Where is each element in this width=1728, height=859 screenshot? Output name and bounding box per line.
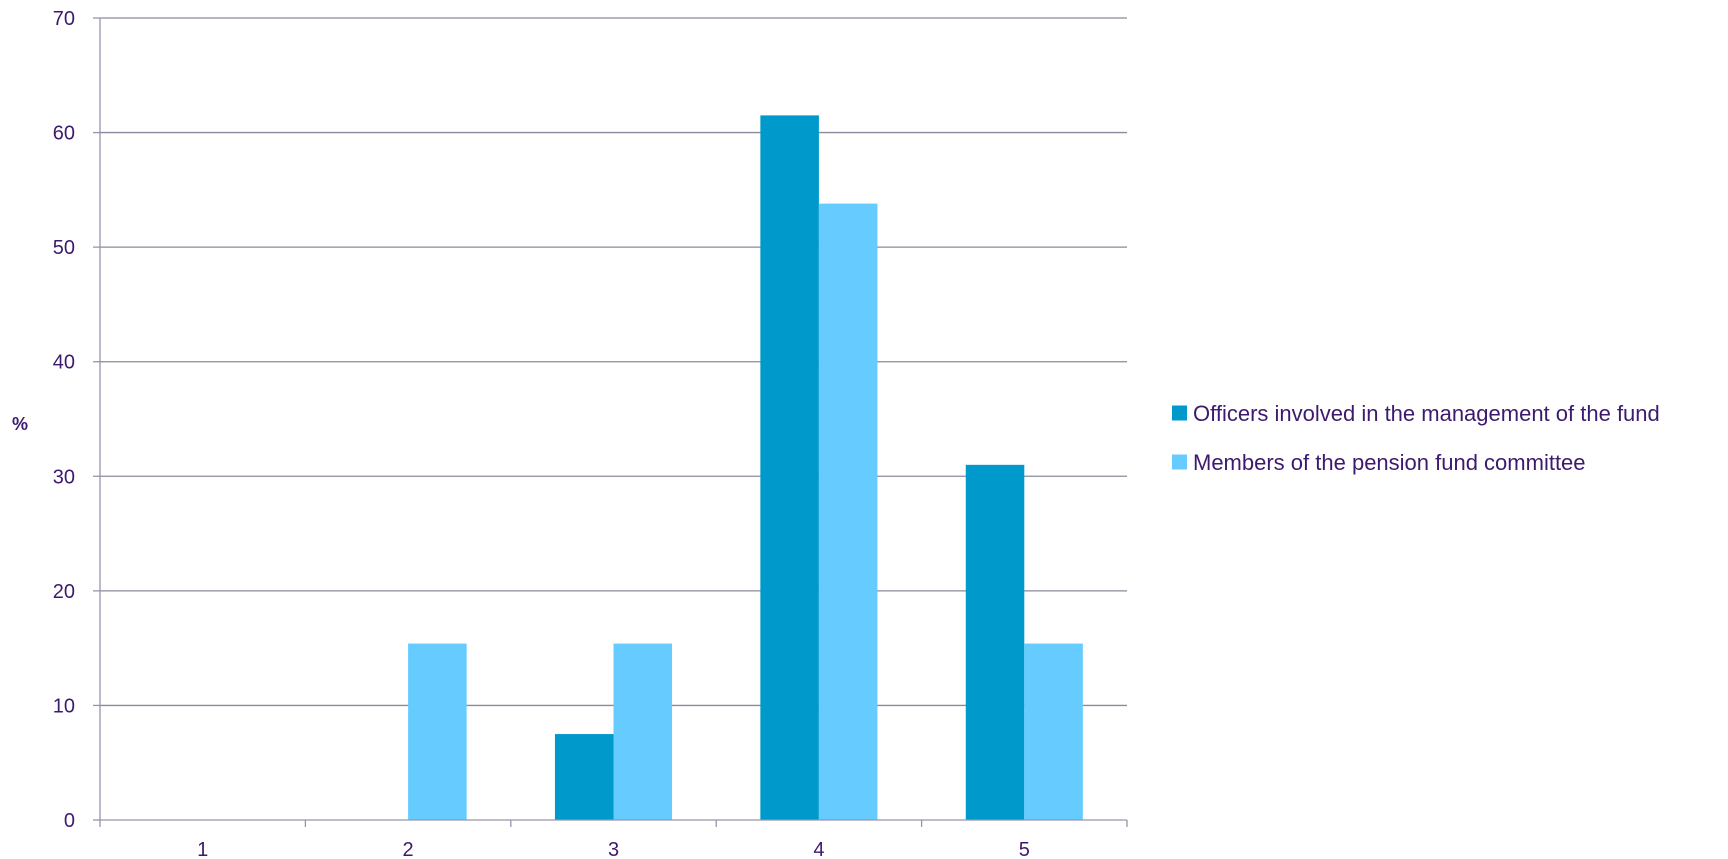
legend-swatch bbox=[1172, 454, 1187, 470]
y-tick-label: 20 bbox=[53, 581, 75, 603]
x-tick-label: 1 bbox=[197, 839, 208, 859]
y-tick-label: 10 bbox=[53, 695, 75, 717]
legend-label: Officers involved in the management of t… bbox=[1193, 401, 1660, 426]
bar-members-2 bbox=[408, 643, 467, 820]
bar-members-4 bbox=[818, 203, 878, 820]
legend-label: Members of the pension fund committee bbox=[1193, 450, 1586, 475]
x-tick-label: 3 bbox=[608, 839, 619, 859]
bar-officers-3 bbox=[554, 734, 614, 820]
y-axis-label: % bbox=[12, 414, 28, 434]
x-tick-label: 5 bbox=[1019, 839, 1030, 859]
y-tick-label: 50 bbox=[53, 237, 75, 259]
y-tick-label: 70 bbox=[53, 8, 75, 30]
gridlines bbox=[100, 17, 1127, 707]
x-tick-label: 2 bbox=[403, 839, 414, 859]
axes: 0 10 20 30 40 50 60 70 1 2 3 4 5 bbox=[53, 8, 1128, 859]
bar-members-5 bbox=[1024, 643, 1083, 820]
bar-members-3 bbox=[613, 643, 673, 820]
y-tick-label: 60 bbox=[53, 123, 75, 145]
y-tick-label: 40 bbox=[53, 352, 75, 374]
bar-officers-4 bbox=[760, 115, 819, 820]
bar-officers-5 bbox=[965, 464, 1025, 820]
bars bbox=[408, 115, 1083, 820]
x-tick-label: 4 bbox=[813, 839, 824, 859]
y-tick-label: 30 bbox=[53, 466, 75, 488]
legend: Officers involved in the management of t… bbox=[1172, 401, 1660, 475]
y-tick-label: 0 bbox=[64, 810, 75, 832]
legend-swatch bbox=[1172, 405, 1187, 421]
